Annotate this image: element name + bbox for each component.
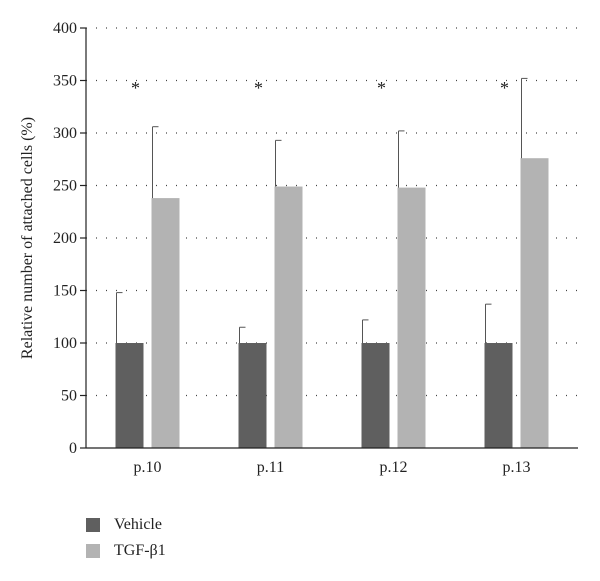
y-tick-label: 300 [53,125,77,142]
error-bars [116,77,528,343]
y-tick-label: 200 [53,230,77,247]
legend-item-tgf: TGF-β1 [86,538,166,564]
y-tick-label: 150 [53,283,77,300]
significance-markers: * * * * [131,78,509,98]
bar-tgf-p.10 [151,198,180,448]
legend-swatch-vehicle [86,518,100,532]
legend-swatch-tgf [86,544,100,558]
bar-tgf-p.12 [397,187,426,448]
y-tick-label: 400 [53,20,77,37]
y-axis-ticks: 0 50 100 150 200 250 300 350 400 [53,20,86,457]
significance-star: * [254,78,263,98]
bar-vehicle-p.11 [238,343,267,448]
bar-vehicle-p.10 [115,343,144,448]
y-tick-label: 100 [53,335,77,352]
x-tick-label: p.10 [134,459,162,476]
y-tick-label: 250 [53,178,77,195]
x-tick-label: p.12 [380,459,408,476]
x-tick-label: p.13 [503,459,531,476]
legend-label-tgf: TGF-β1 [114,542,166,559]
bar-tgf-p.11 [274,186,303,449]
legend: Vehicle TGF-β1 [86,512,166,564]
bar-tgf-p.13 [520,158,549,448]
bar-vehicle-p.12 [361,343,390,448]
x-axis-ticks: p.10 p.11 p.12 p.13 [134,459,531,476]
x-tick-label: p.11 [257,459,284,476]
y-tick-label: 350 [53,73,77,90]
y-tick-label: 0 [69,440,77,457]
legend-label-vehicle: Vehicle [114,516,162,533]
y-axis-title: Relative number of attached cells (%) [19,117,36,359]
bar-vehicle-p.13 [484,343,513,448]
y-tick-label: 50 [61,388,77,405]
bars [115,158,549,449]
legend-item-vehicle: Vehicle [86,512,166,538]
significance-star: * [377,78,386,98]
significance-star: * [131,78,140,98]
significance-star: * [500,78,509,98]
